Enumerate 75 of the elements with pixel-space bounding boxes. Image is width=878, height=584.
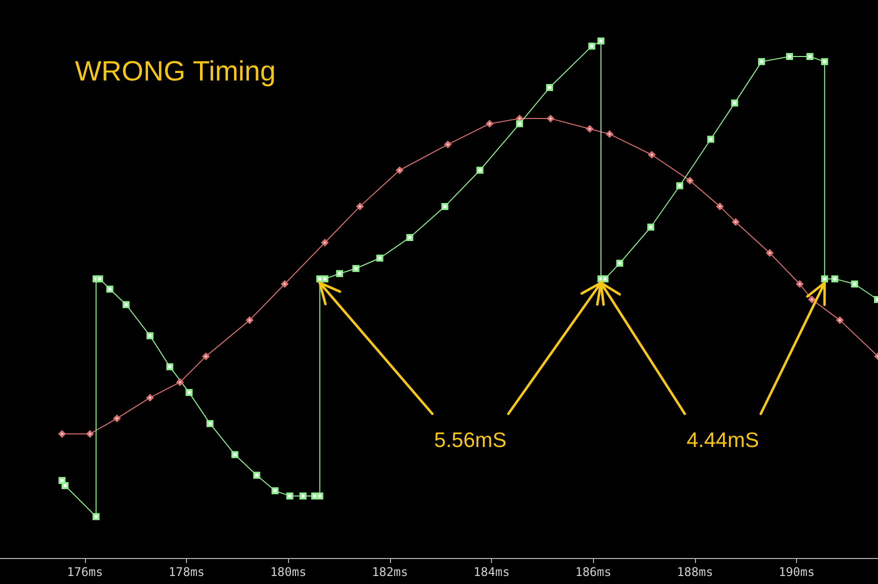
point: [851, 280, 858, 288]
x-tick-label: 176ms: [66, 565, 103, 579]
point: [486, 120, 494, 128]
point: [281, 280, 288, 288]
point: [96, 275, 104, 282]
point: [246, 316, 254, 324]
point: [732, 218, 740, 226]
point: [113, 414, 120, 422]
point: [272, 487, 279, 494]
point: [601, 275, 608, 282]
point: [808, 296, 816, 303]
point: [321, 239, 328, 246]
point: [206, 420, 214, 428]
point: [176, 378, 184, 386]
point: [766, 249, 774, 256]
point: [92, 513, 100, 520]
point: [352, 264, 360, 272]
point: [122, 301, 130, 308]
point: [546, 84, 554, 92]
point: [648, 151, 656, 158]
point: [821, 275, 828, 282]
point: [806, 53, 814, 60]
point: [58, 476, 66, 484]
point: [786, 53, 794, 60]
point: [444, 140, 452, 148]
annotation: 5.56mS: [434, 428, 507, 452]
point: [836, 316, 844, 324]
point: [286, 492, 294, 500]
point: [606, 130, 614, 138]
point: [647, 224, 654, 231]
x-tick-label: 180ms: [270, 565, 306, 579]
point: [686, 177, 694, 184]
x-tick-label: 184ms: [474, 565, 510, 579]
point: [166, 363, 174, 370]
point: [547, 115, 554, 122]
point: [321, 275, 328, 282]
annotation: 4.44mS: [686, 428, 759, 452]
point: [476, 166, 484, 174]
point: [316, 492, 324, 500]
point: [253, 472, 260, 479]
point: [516, 120, 524, 128]
point: [406, 234, 414, 241]
point: [86, 430, 94, 438]
point: [396, 166, 404, 174]
point: [597, 38, 604, 44]
x-tick-label: 190ms: [778, 565, 815, 579]
point: [707, 136, 714, 143]
x-tick-label: 182ms: [372, 565, 408, 579]
point: [356, 202, 364, 210]
point: [616, 260, 624, 267]
point: [586, 125, 594, 132]
point: [300, 492, 307, 500]
x-tick-label: 178ms: [168, 565, 205, 579]
point: [202, 352, 210, 360]
x-tick-label: 186ms: [575, 565, 612, 579]
point: [716, 202, 724, 210]
point: [231, 451, 238, 458]
point: [821, 58, 828, 66]
point: [676, 182, 684, 190]
point: [186, 389, 193, 396]
point: [731, 100, 738, 107]
point: [376, 254, 384, 262]
point: [831, 275, 838, 282]
point: [58, 430, 66, 438]
point: [588, 42, 596, 50]
point: [758, 58, 766, 66]
point: [441, 202, 448, 210]
point: [336, 270, 344, 278]
point: [62, 482, 69, 490]
x-tick-label: 188ms: [676, 565, 714, 579]
point: [796, 280, 804, 288]
point: [146, 332, 154, 340]
text: WRONG Timing: [75, 56, 276, 86]
point: [106, 286, 114, 293]
point: [146, 394, 154, 402]
